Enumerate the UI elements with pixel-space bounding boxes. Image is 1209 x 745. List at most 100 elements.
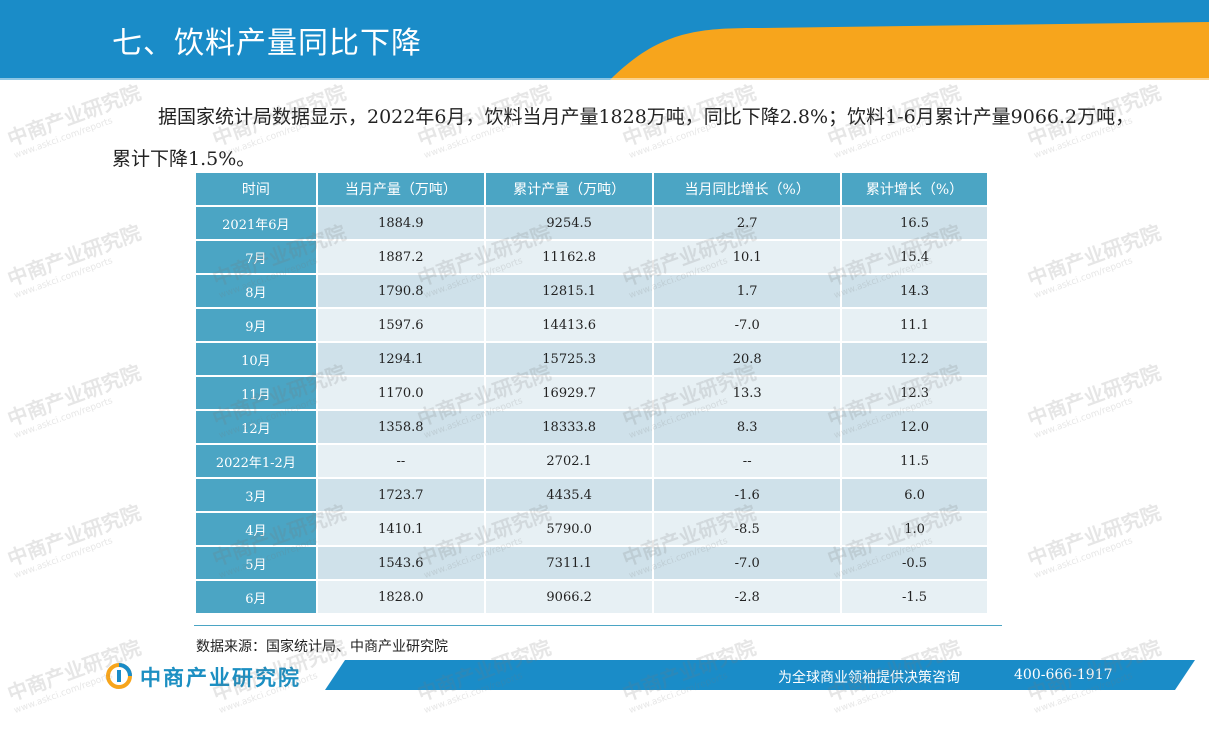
divider [194, 625, 1002, 626]
table-header-row: 时间 当月产量（万吨） 累计产量（万吨） 当月同比增长（%） 累计增长（%） [196, 173, 987, 205]
table-row: 7月 1887.2 11162.8 10.1 15.4 [196, 241, 987, 273]
table-cell-col-period: 2022年1-2月 [196, 445, 316, 477]
table-cell-col-period: 5月 [196, 547, 316, 579]
watermark-en: www.askci.com/reports [1032, 256, 1135, 302]
table-cell-col-period: 3月 [196, 479, 316, 511]
data-source-note: 数据来源：国家统计局、中商产业研究院 [196, 639, 448, 655]
table-row: 3月 1723.7 4435.4 -1.6 6.0 [196, 479, 987, 511]
table-cell-col-cumulative-growth: -0.5 [842, 547, 987, 579]
table-cell-col-monthly: 1828.0 [317, 581, 484, 613]
table-cell-col-cumulative-growth: 11.1 [842, 309, 987, 341]
table-cell-col-cumulative-growth: 12.0 [842, 411, 987, 443]
table-row: 5月 1543.6 7311.1 -7.0 -0.5 [196, 547, 987, 579]
footer-slogan: 为全球商业领袖提供决策咨询 [778, 670, 960, 686]
table-cell-col-monthly-yoy: 13.3 [654, 377, 841, 409]
table-cell-col-cumulative: 2702.1 [486, 445, 653, 477]
table-row: 11月 1170.0 16929.7 13.3 12.3 [196, 377, 987, 409]
footer-bar [0, 660, 1209, 690]
table-cell-col-cumulative: 15725.3 [486, 343, 653, 375]
table-row: 4月 1410.1 5790.0 -8.5 1.0 [196, 513, 987, 545]
table-cell-col-period: 12月 [196, 411, 316, 443]
table-cell-col-monthly: 1597.6 [317, 309, 484, 341]
table-cell-col-cumulative: 11162.8 [486, 241, 653, 273]
table-row: 9月 1597.6 14413.6 -7.0 11.1 [196, 309, 987, 341]
table-header-col-period: 时间 [196, 173, 316, 205]
table-header-col-monthly: 当月产量（万吨） [317, 173, 484, 205]
table-cell-col-cumulative: 5790.0 [486, 513, 653, 545]
table-cell-col-monthly: 1887.2 [317, 241, 484, 273]
table-cell-col-period: 6月 [196, 581, 316, 613]
table-cell-col-monthly: 1294.1 [317, 343, 484, 375]
table-row: 2021年6月 1884.9 9254.5 2.7 16.5 [196, 207, 987, 239]
table-cell-col-monthly-yoy: -2.8 [654, 581, 841, 613]
table-cell-col-period: 4月 [196, 513, 316, 545]
table-cell-col-monthly: -- [317, 445, 484, 477]
table-cell-col-monthly-yoy: -7.0 [654, 309, 841, 341]
table-cell-col-monthly-yoy: -1.6 [654, 479, 841, 511]
table-cell-col-cumulative-growth: 1.0 [842, 513, 987, 545]
watermark-cn: 中商产业研究院 [1024, 500, 1164, 571]
table-cell-col-period: 10月 [196, 343, 316, 375]
table-cell-col-monthly: 1410.1 [317, 513, 484, 545]
watermark-cn: 中商产业研究院 [1024, 360, 1164, 431]
table-row: 12月 1358.8 18333.8 8.3 12.0 [196, 411, 987, 443]
table-cell-col-monthly-yoy: -8.5 [654, 513, 841, 545]
watermark-en: www.askci.com/reports [12, 256, 115, 302]
table-cell-col-monthly-yoy: 20.8 [654, 343, 841, 375]
page-title: 七、饮料产量同比下降 [112, 26, 422, 61]
production-table: 时间 当月产量（万吨） 累计产量（万吨） 当月同比增长（%） 累计增长（%） 2021年… [194, 171, 989, 615]
watermark-en: www.askci.com/reports [1032, 536, 1135, 582]
table-cell-col-period: 11月 [196, 377, 316, 409]
table-header-col-cumulative: 累计产量（万吨） [486, 173, 653, 205]
table-cell-col-cumulative-growth: 16.5 [842, 207, 987, 239]
table-cell-col-monthly-yoy: 1.7 [654, 275, 841, 307]
table-cell-col-monthly: 1884.9 [317, 207, 484, 239]
watermark-cn: 中商产业研究院 [1024, 220, 1164, 291]
intro-paragraph: 据国家统计局数据显示，2022年6月，饮料当月产量1828万吨，同比下降2.8%… [112, 106, 1135, 170]
table-cell-col-period: 7月 [196, 241, 316, 273]
table-cell-col-monthly-yoy: 2.7 [654, 207, 841, 239]
footer-phone: 400-666-1917 [1014, 667, 1113, 683]
header-banner: 七、饮料产量同比下降 [0, 0, 1209, 80]
table-row: 8月 1790.8 12815.1 1.7 14.3 [196, 275, 987, 307]
footer-background [0, 660, 1195, 690]
table-body: 2021年6月 1884.9 9254.5 2.7 16.5 7月 1887.2 11162.… [196, 207, 987, 613]
table-cell-col-cumulative-growth: 6.0 [842, 479, 987, 511]
watermark-en: www.askci.com/reports [1032, 396, 1135, 442]
table-cell-col-monthly-yoy: 8.3 [654, 411, 841, 443]
table-cell-col-period: 9月 [196, 309, 316, 341]
table-cell-col-cumulative: 16929.7 [486, 377, 653, 409]
table-cell-col-cumulative: 14413.6 [486, 309, 653, 341]
footer-logo-text: 中商产业研究院 [140, 666, 301, 690]
table-cell-col-cumulative-growth: 12.3 [842, 377, 987, 409]
table-cell-col-monthly: 1358.8 [317, 411, 484, 443]
table-cell-col-cumulative: 12815.1 [486, 275, 653, 307]
watermark-en: www.askci.com/reports [12, 536, 115, 582]
table-cell-col-cumulative-growth: 15.4 [842, 241, 987, 273]
table-header-col-cumulative-growth: 累计增长（%） [842, 173, 987, 205]
table-cell-col-cumulative: 9066.2 [486, 581, 653, 613]
table-cell-col-cumulative-growth: -1.5 [842, 581, 987, 613]
table-cell-col-monthly-yoy: -- [654, 445, 841, 477]
table-cell-col-monthly-yoy: 10.1 [654, 241, 841, 273]
table-row: 10月 1294.1 15725.3 20.8 12.2 [196, 343, 987, 375]
table-cell-col-cumulative-growth: 11.5 [842, 445, 987, 477]
table-cell-col-cumulative: 4435.4 [486, 479, 653, 511]
table-cell-col-monthly: 1723.7 [317, 479, 484, 511]
header-background [0, 0, 1209, 80]
table-header-col-monthly-yoy: 当月同比增长（%） [654, 173, 841, 205]
table-cell-col-period: 8月 [196, 275, 316, 307]
askci-logo-icon [106, 663, 132, 689]
watermark-en: www.askci.com/reports [12, 396, 115, 442]
table-cell-col-monthly-yoy: -7.0 [654, 547, 841, 579]
table-row: 6月 1828.0 9066.2 -2.8 -1.5 [196, 581, 987, 613]
watermark-cn: 中商产业研究院 [4, 360, 144, 431]
table-cell-col-cumulative-growth: 14.3 [842, 275, 987, 307]
table-cell-col-cumulative: 7311.1 [486, 547, 653, 579]
watermark-cn: 中商产业研究院 [4, 220, 144, 291]
table-cell-col-monthly: 1790.8 [317, 275, 484, 307]
